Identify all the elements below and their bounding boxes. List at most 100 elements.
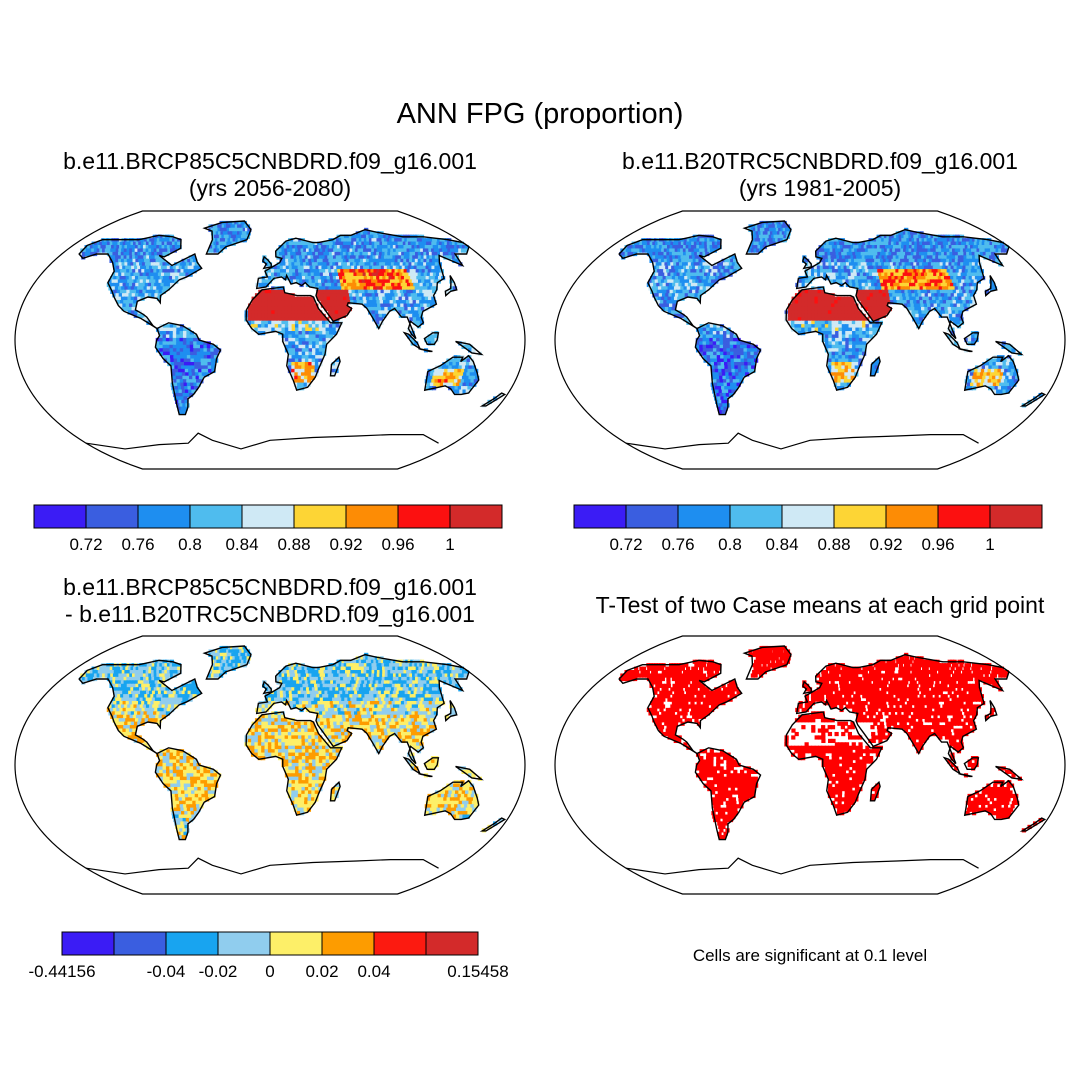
coastline	[329, 780, 341, 802]
colorbar-swatch	[165, 931, 219, 956]
coastline	[78, 659, 203, 755]
colorbar-swatch	[937, 504, 991, 529]
coastline	[402, 756, 422, 776]
coastline	[963, 757, 980, 771]
coastline	[984, 700, 998, 722]
colorbar-tick-label: -0.02	[199, 962, 238, 981]
colorbar-tick-label: -0.44156	[28, 962, 95, 981]
coastline	[801, 255, 812, 270]
colorbar-swatch	[293, 504, 347, 529]
map-frame	[14, 210, 526, 470]
coastline	[795, 653, 1010, 765]
panel-title-difference-line1: b.e11.BRCP85C5CNBDRD.f09_g16.001	[63, 574, 477, 600]
map-case1	[14, 210, 526, 470]
colorbar-difference: -0.44156 -0.04 -0.02 0 0.02 0.04 0.15458	[28, 931, 509, 981]
colorbar-tick-label: 0.88	[817, 535, 850, 554]
colorbar-tick-label: 1	[445, 535, 454, 554]
coastline	[423, 332, 440, 346]
colorbar-swatch	[373, 931, 427, 956]
coastline	[694, 322, 762, 416]
coastline	[255, 228, 470, 340]
coastline	[423, 779, 480, 821]
coastline	[958, 347, 973, 353]
coastline	[1019, 392, 1047, 407]
colorbar-case2: 0.72 0.76 0.8 0.84 0.88 0.92 0.96 1	[573, 504, 1043, 554]
colorbar-tick-label: 0.76	[661, 535, 694, 554]
coastline	[869, 780, 881, 802]
panel-title-case1-line2: (yrs 2056-2080)	[188, 175, 352, 201]
coastline	[984, 275, 998, 297]
coastline	[444, 275, 458, 297]
colorbar-swatch	[241, 504, 295, 529]
colorbar-tick-label: 1	[985, 535, 994, 554]
coastline	[455, 340, 484, 356]
coastline	[423, 354, 480, 396]
coastline	[942, 331, 962, 351]
coastline	[785, 711, 883, 817]
panel-title-ttest: T-Test of two Case means at each grid po…	[560, 592, 1080, 619]
coastline	[785, 286, 883, 392]
coastline-antarctica	[86, 857, 439, 875]
map-difference	[14, 635, 526, 895]
map-frame	[14, 635, 526, 895]
coastline	[795, 228, 1010, 340]
colorbar-tick-label: 0.96	[381, 535, 414, 554]
map-field-cells	[79, 645, 503, 840]
colorbar-swatch	[885, 504, 939, 529]
colorbar-tick-label: 0.04	[357, 962, 390, 981]
colorbar-tick-label: 0.72	[69, 535, 102, 554]
colorbar-tick-label: 0.8	[178, 535, 202, 554]
coastline-antarctica	[626, 857, 979, 875]
coastline	[869, 355, 881, 377]
coastline	[78, 234, 203, 330]
coastline	[963, 332, 980, 346]
map-ttest	[554, 635, 1066, 895]
colorbar-swatch	[269, 931, 323, 956]
colorbar-tick-label: 0.88	[277, 535, 310, 554]
coastline	[618, 234, 743, 330]
panel-title-case2-line2: (yrs 1981-2005)	[738, 175, 902, 201]
colorbar-tick-label: 0	[265, 962, 274, 981]
coastline	[995, 340, 1024, 356]
colorbar-tick-label: 0.76	[121, 535, 154, 554]
coastline	[154, 747, 222, 841]
coastline	[261, 680, 272, 695]
colorbar-swatch	[989, 504, 1043, 529]
colorbar-swatch	[113, 931, 167, 956]
coastline	[479, 817, 507, 832]
colorbar-tick-label: 0.92	[329, 535, 362, 554]
main-title: ANN FPG (proportion)	[396, 98, 684, 130]
colorbar-tick-label: 0.02	[305, 962, 338, 981]
map-frame	[554, 635, 1066, 895]
map-field-cells	[79, 220, 503, 415]
colorbar-swatch	[449, 504, 503, 529]
colorbar-tick-label: 0.15458	[447, 962, 508, 981]
map-case2	[554, 210, 1066, 470]
coastline	[154, 322, 222, 416]
colorbar-tick-label: 0.72	[609, 535, 642, 554]
colorbar-tick-label: 0.84	[765, 535, 798, 554]
colorbar-swatch	[217, 931, 271, 956]
panel-title-difference: b.e11.BRCP85C5CNBDRD.f09_g16.001 - b.e11…	[20, 574, 520, 628]
colorbar-swatch	[729, 504, 783, 529]
coastline-antarctica	[86, 432, 439, 450]
colorbar-case1: 0.72 0.76 0.8 0.84 0.88 0.92 0.96 1	[33, 504, 503, 554]
panel-title-case2: b.e11.B20TRC5CNBDRD.f09_g16.001 (yrs 198…	[560, 148, 1080, 202]
coastline	[958, 772, 973, 778]
colorbar-swatch	[345, 504, 399, 529]
significance-note: Cells are significant at 0.1 level	[692, 946, 928, 965]
coastline	[255, 653, 470, 765]
coastline	[329, 355, 341, 377]
panel-title-ttest-line1: T-Test of two Case means at each grid po…	[595, 592, 1045, 618]
coastline	[742, 645, 792, 680]
coastline	[402, 331, 422, 351]
coastline	[455, 765, 484, 781]
colorbar-tick-label: -0.04	[147, 962, 186, 981]
coastline	[942, 756, 962, 776]
colorbar-tick-label: 0.84	[225, 535, 258, 554]
colorbar-swatch	[425, 931, 479, 956]
colorbar-swatch	[781, 504, 835, 529]
colorbar-swatch	[33, 504, 87, 529]
coastline-antarctica	[626, 432, 979, 450]
coastline	[963, 354, 1020, 396]
